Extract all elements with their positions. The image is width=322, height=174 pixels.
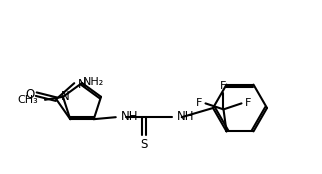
Text: N: N [61, 90, 69, 103]
Text: NH: NH [121, 110, 138, 123]
Text: F: F [220, 81, 227, 91]
Text: N: N [78, 77, 86, 90]
Text: NH: NH [177, 110, 194, 123]
Text: NH₂: NH₂ [83, 77, 105, 87]
Text: F: F [196, 98, 203, 108]
Text: F: F [244, 98, 251, 108]
Text: CH₃: CH₃ [17, 95, 38, 105]
Text: O: O [26, 88, 35, 101]
Text: S: S [140, 138, 147, 151]
